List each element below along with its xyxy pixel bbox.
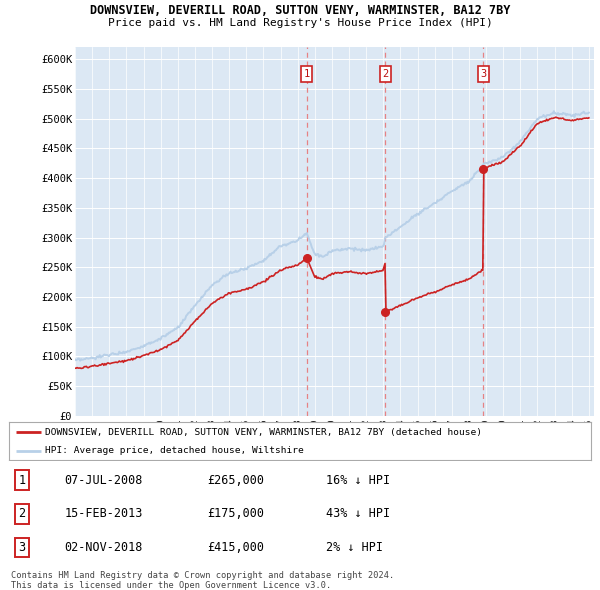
Text: 43% ↓ HPI: 43% ↓ HPI: [326, 507, 391, 520]
Text: HPI: Average price, detached house, Wiltshire: HPI: Average price, detached house, Wilt…: [45, 446, 304, 455]
Text: 2: 2: [18, 507, 25, 520]
Text: DOWNSVIEW, DEVERILL ROAD, SUTTON VENY, WARMINSTER, BA12 7BY (detached house): DOWNSVIEW, DEVERILL ROAD, SUTTON VENY, W…: [45, 428, 482, 437]
Text: £265,000: £265,000: [207, 474, 264, 487]
Text: 2: 2: [382, 69, 388, 79]
Text: 07-JUL-2008: 07-JUL-2008: [64, 474, 143, 487]
Text: £415,000: £415,000: [207, 541, 264, 554]
Text: 3: 3: [480, 69, 487, 79]
Text: 02-NOV-2018: 02-NOV-2018: [64, 541, 143, 554]
Text: 1: 1: [304, 69, 310, 79]
Text: Price paid vs. HM Land Registry's House Price Index (HPI): Price paid vs. HM Land Registry's House …: [107, 18, 493, 28]
Text: 16% ↓ HPI: 16% ↓ HPI: [326, 474, 391, 487]
Text: 2% ↓ HPI: 2% ↓ HPI: [326, 541, 383, 554]
Text: 3: 3: [18, 541, 25, 554]
Text: 15-FEB-2013: 15-FEB-2013: [64, 507, 143, 520]
Text: 1: 1: [18, 474, 25, 487]
Text: £175,000: £175,000: [207, 507, 264, 520]
Text: DOWNSVIEW, DEVERILL ROAD, SUTTON VENY, WARMINSTER, BA12 7BY: DOWNSVIEW, DEVERILL ROAD, SUTTON VENY, W…: [90, 4, 510, 17]
Text: This data is licensed under the Open Government Licence v3.0.: This data is licensed under the Open Gov…: [11, 581, 331, 589]
Text: Contains HM Land Registry data © Crown copyright and database right 2024.: Contains HM Land Registry data © Crown c…: [11, 571, 394, 579]
